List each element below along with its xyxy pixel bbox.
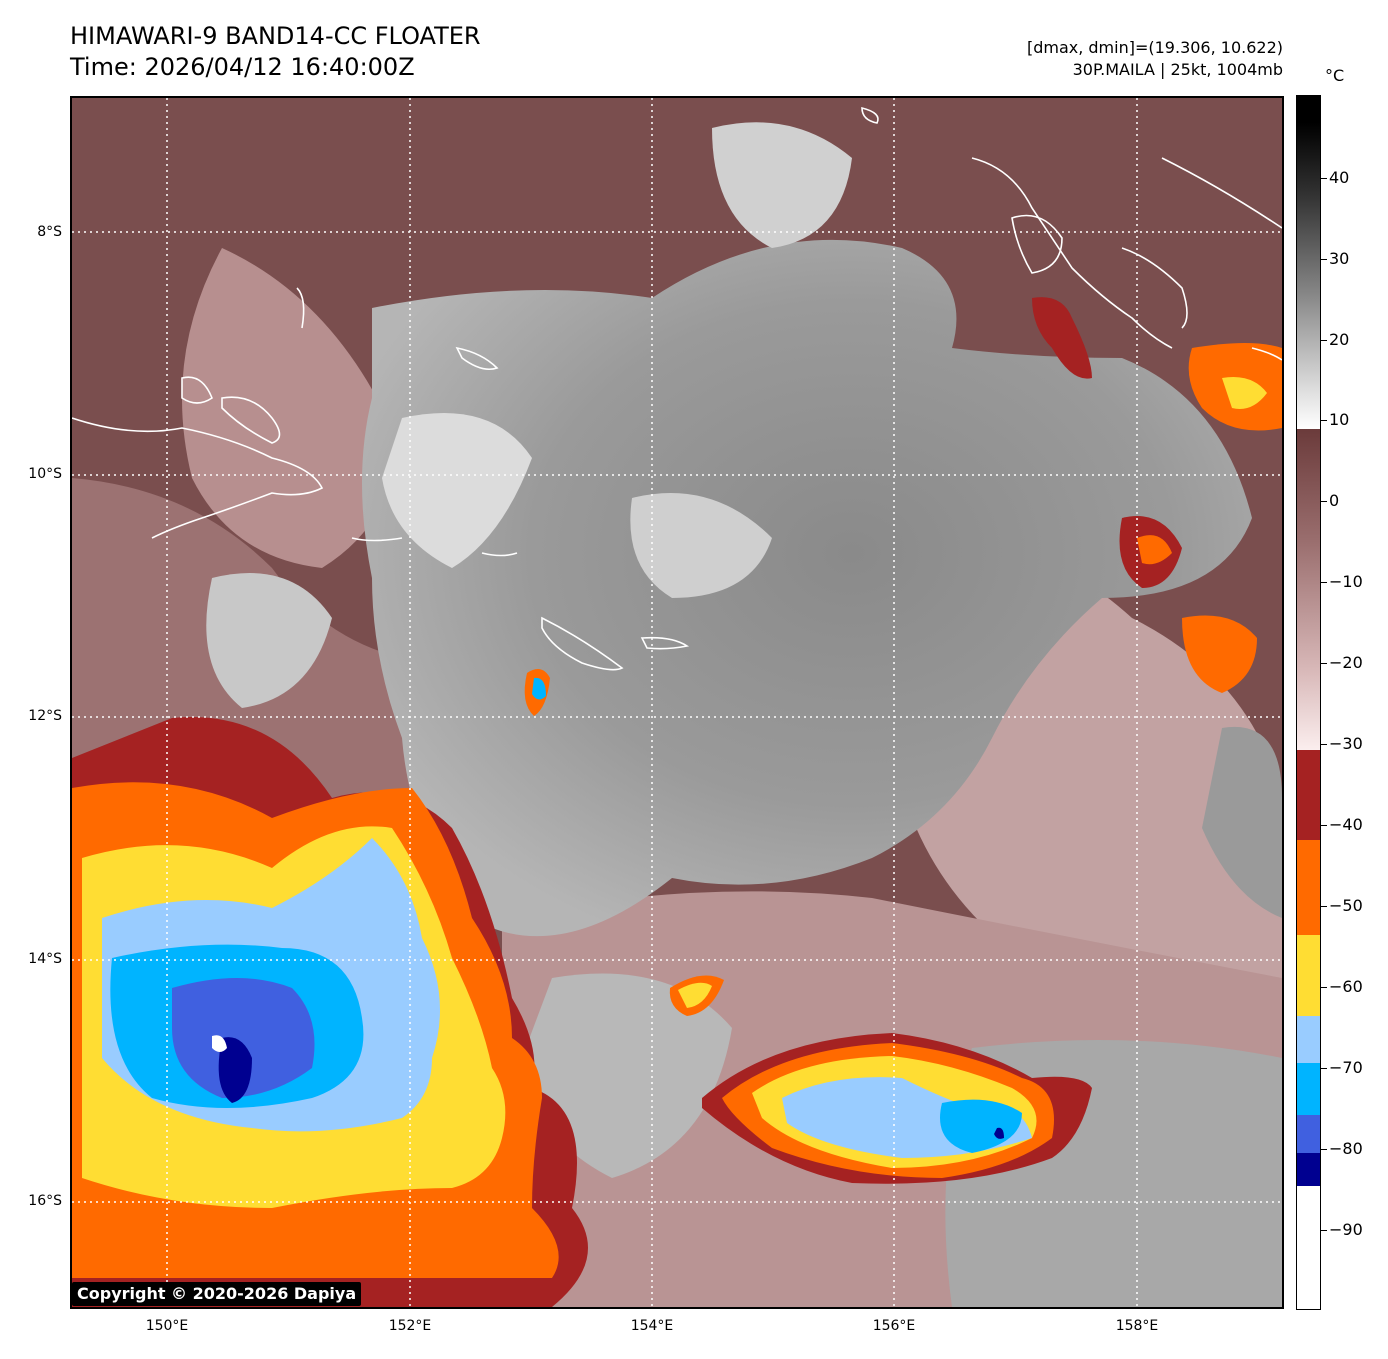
gray-cloud-south xyxy=(522,973,732,1178)
e-cell-orange xyxy=(1182,615,1257,693)
colorbar-label-minus20: −20 xyxy=(1329,653,1363,672)
n-cell-darkred xyxy=(1032,297,1092,379)
colorbar-lightblue-segment xyxy=(1297,1016,1320,1063)
convection-navy xyxy=(218,1037,252,1103)
lon-label-150e: 150°E xyxy=(145,1318,189,1334)
bright-cloud-patch-2 xyxy=(630,493,772,598)
colorbar-tick xyxy=(1321,178,1327,179)
colorbar-grayscale-segment xyxy=(1297,96,1320,429)
lat-label-8s: 8°S xyxy=(37,224,62,240)
colorbar-cyan-segment xyxy=(1297,1063,1320,1115)
colorbar-label-20: 20 xyxy=(1329,330,1350,349)
colorbar-label-10: 10 xyxy=(1329,410,1350,429)
colorbar-white-segment xyxy=(1297,1186,1320,1309)
coastlines xyxy=(72,106,1282,671)
satellite-map xyxy=(70,96,1284,1309)
colorbar-tick xyxy=(1321,906,1327,907)
ne-cell-orange xyxy=(1137,535,1172,565)
colorbar-tick xyxy=(1321,582,1327,583)
colorbar-yellow-segment xyxy=(1297,935,1320,1016)
colorbar-label-minus60: −60 xyxy=(1329,977,1363,996)
bright-cloud-patch xyxy=(382,413,532,568)
cloud-pink-patch xyxy=(182,248,394,568)
colorbar-label-0: 0 xyxy=(1329,491,1340,510)
lon-label-152e: 152°E xyxy=(388,1318,432,1334)
colorbar-tick xyxy=(1321,1230,1327,1231)
lat-label-16s: 16°S xyxy=(28,1193,62,1209)
colorbar-darkred-segment xyxy=(1297,750,1320,840)
colorbar xyxy=(1296,95,1321,1310)
colorbar-label-minus10: −10 xyxy=(1329,572,1363,591)
colorbar-blue-segment xyxy=(1297,1115,1320,1153)
colorbar-tick xyxy=(1321,663,1327,664)
chart-title: HIMAWARI-9 BAND14-CC FLOATER xyxy=(70,22,481,50)
colorbar-tick xyxy=(1321,825,1327,826)
gray-cloud-shield xyxy=(362,239,1252,937)
colorbar-tick xyxy=(1321,1149,1327,1150)
colorbar-label-minus50: −50 xyxy=(1329,896,1363,915)
dmax-dmin-readout: [dmax, dmin]=(19.306, 10.622) xyxy=(1026,38,1283,57)
colorbar-warm-segment xyxy=(1297,429,1320,750)
colorbar-label-minus80: −80 xyxy=(1329,1139,1363,1158)
colorbar-tick xyxy=(1321,340,1327,341)
lat-label-10s: 10°S xyxy=(28,466,62,482)
colorbar-tick xyxy=(1321,1068,1327,1069)
lon-label-158e: 158°E xyxy=(1115,1318,1159,1334)
lat-label-14s: 14°S xyxy=(28,951,62,967)
colorbar-tick xyxy=(1321,501,1327,502)
convection-coldest xyxy=(212,1035,227,1052)
gray-cloud-east xyxy=(1202,726,1282,918)
colorbar-label-40: 40 xyxy=(1329,168,1350,187)
se-cluster-navy xyxy=(994,1127,1004,1139)
lon-label-154e: 154°E xyxy=(630,1318,674,1334)
colorbar-label-30: 30 xyxy=(1329,249,1350,268)
convection-blue xyxy=(172,978,315,1098)
colorbar-tick xyxy=(1321,420,1327,421)
bright-cloud-patch-3 xyxy=(712,122,852,248)
bright-cloud-patch-4 xyxy=(206,573,332,708)
colorbar-tick xyxy=(1321,744,1327,745)
small-cell-cyan xyxy=(532,677,546,700)
colorbar-tick xyxy=(1321,259,1327,260)
colorbar-label-minus70: −70 xyxy=(1329,1058,1363,1077)
colorbar-label-minus30: −30 xyxy=(1329,734,1363,753)
small-cell-2-yellow xyxy=(678,982,712,1008)
colorbar-label-minus40: −40 xyxy=(1329,815,1363,834)
colorbar-navy-segment xyxy=(1297,1153,1320,1186)
colorbar-tick xyxy=(1321,987,1327,988)
colorbar-unit: °C xyxy=(1325,66,1345,85)
ne-edge-yellow xyxy=(1222,377,1267,409)
map-svg xyxy=(72,98,1282,1307)
copyright-label: Copyright © 2020-2026 Dapiya xyxy=(72,1282,362,1306)
colorbar-label-minus90: −90 xyxy=(1329,1220,1363,1239)
graticule xyxy=(72,98,1282,1307)
chart-timestamp: Time: 2026/04/12 16:40:00Z xyxy=(70,53,415,81)
lon-label-156e: 156°E xyxy=(872,1318,916,1334)
lat-label-12s: 12°S xyxy=(28,708,62,724)
colorbar-orange-segment xyxy=(1297,840,1320,935)
se-cluster-cyan xyxy=(940,1099,1022,1153)
storm-info: 30P.MAILA | 25kt, 1004mb xyxy=(1072,60,1283,79)
